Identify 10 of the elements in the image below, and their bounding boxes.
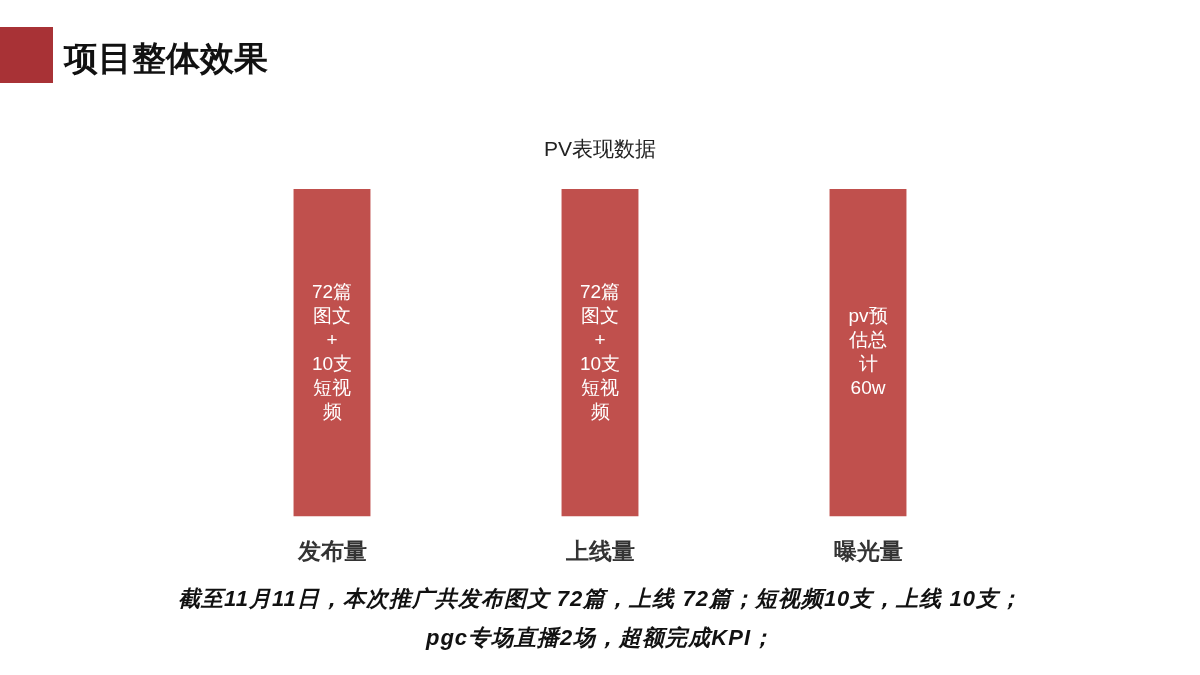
x-tick-label: 上线量 <box>564 537 635 564</box>
text: pgc专场直播2场，超额完成KPI； <box>424 624 775 652</box>
chart-subtitle: PV表现数据 <box>543 136 657 162</box>
text: 截至11月11日，本次推广共发布图文 72篇，上线 72篇；短视频10支，上线 10支； <box>177 585 1023 613</box>
x-tick-label: 曝光量 <box>833 537 903 564</box>
annotation: pv预估总计60w <box>848 304 888 398</box>
annotation: 72篇图文 + 10支短视频 <box>579 280 621 422</box>
annotation: 72篇图文 + 10支短视频 <box>311 280 353 422</box>
x-tick-label: 发布量 <box>296 537 367 564</box>
chart-title: 项目整体效果 <box>64 38 268 78</box>
